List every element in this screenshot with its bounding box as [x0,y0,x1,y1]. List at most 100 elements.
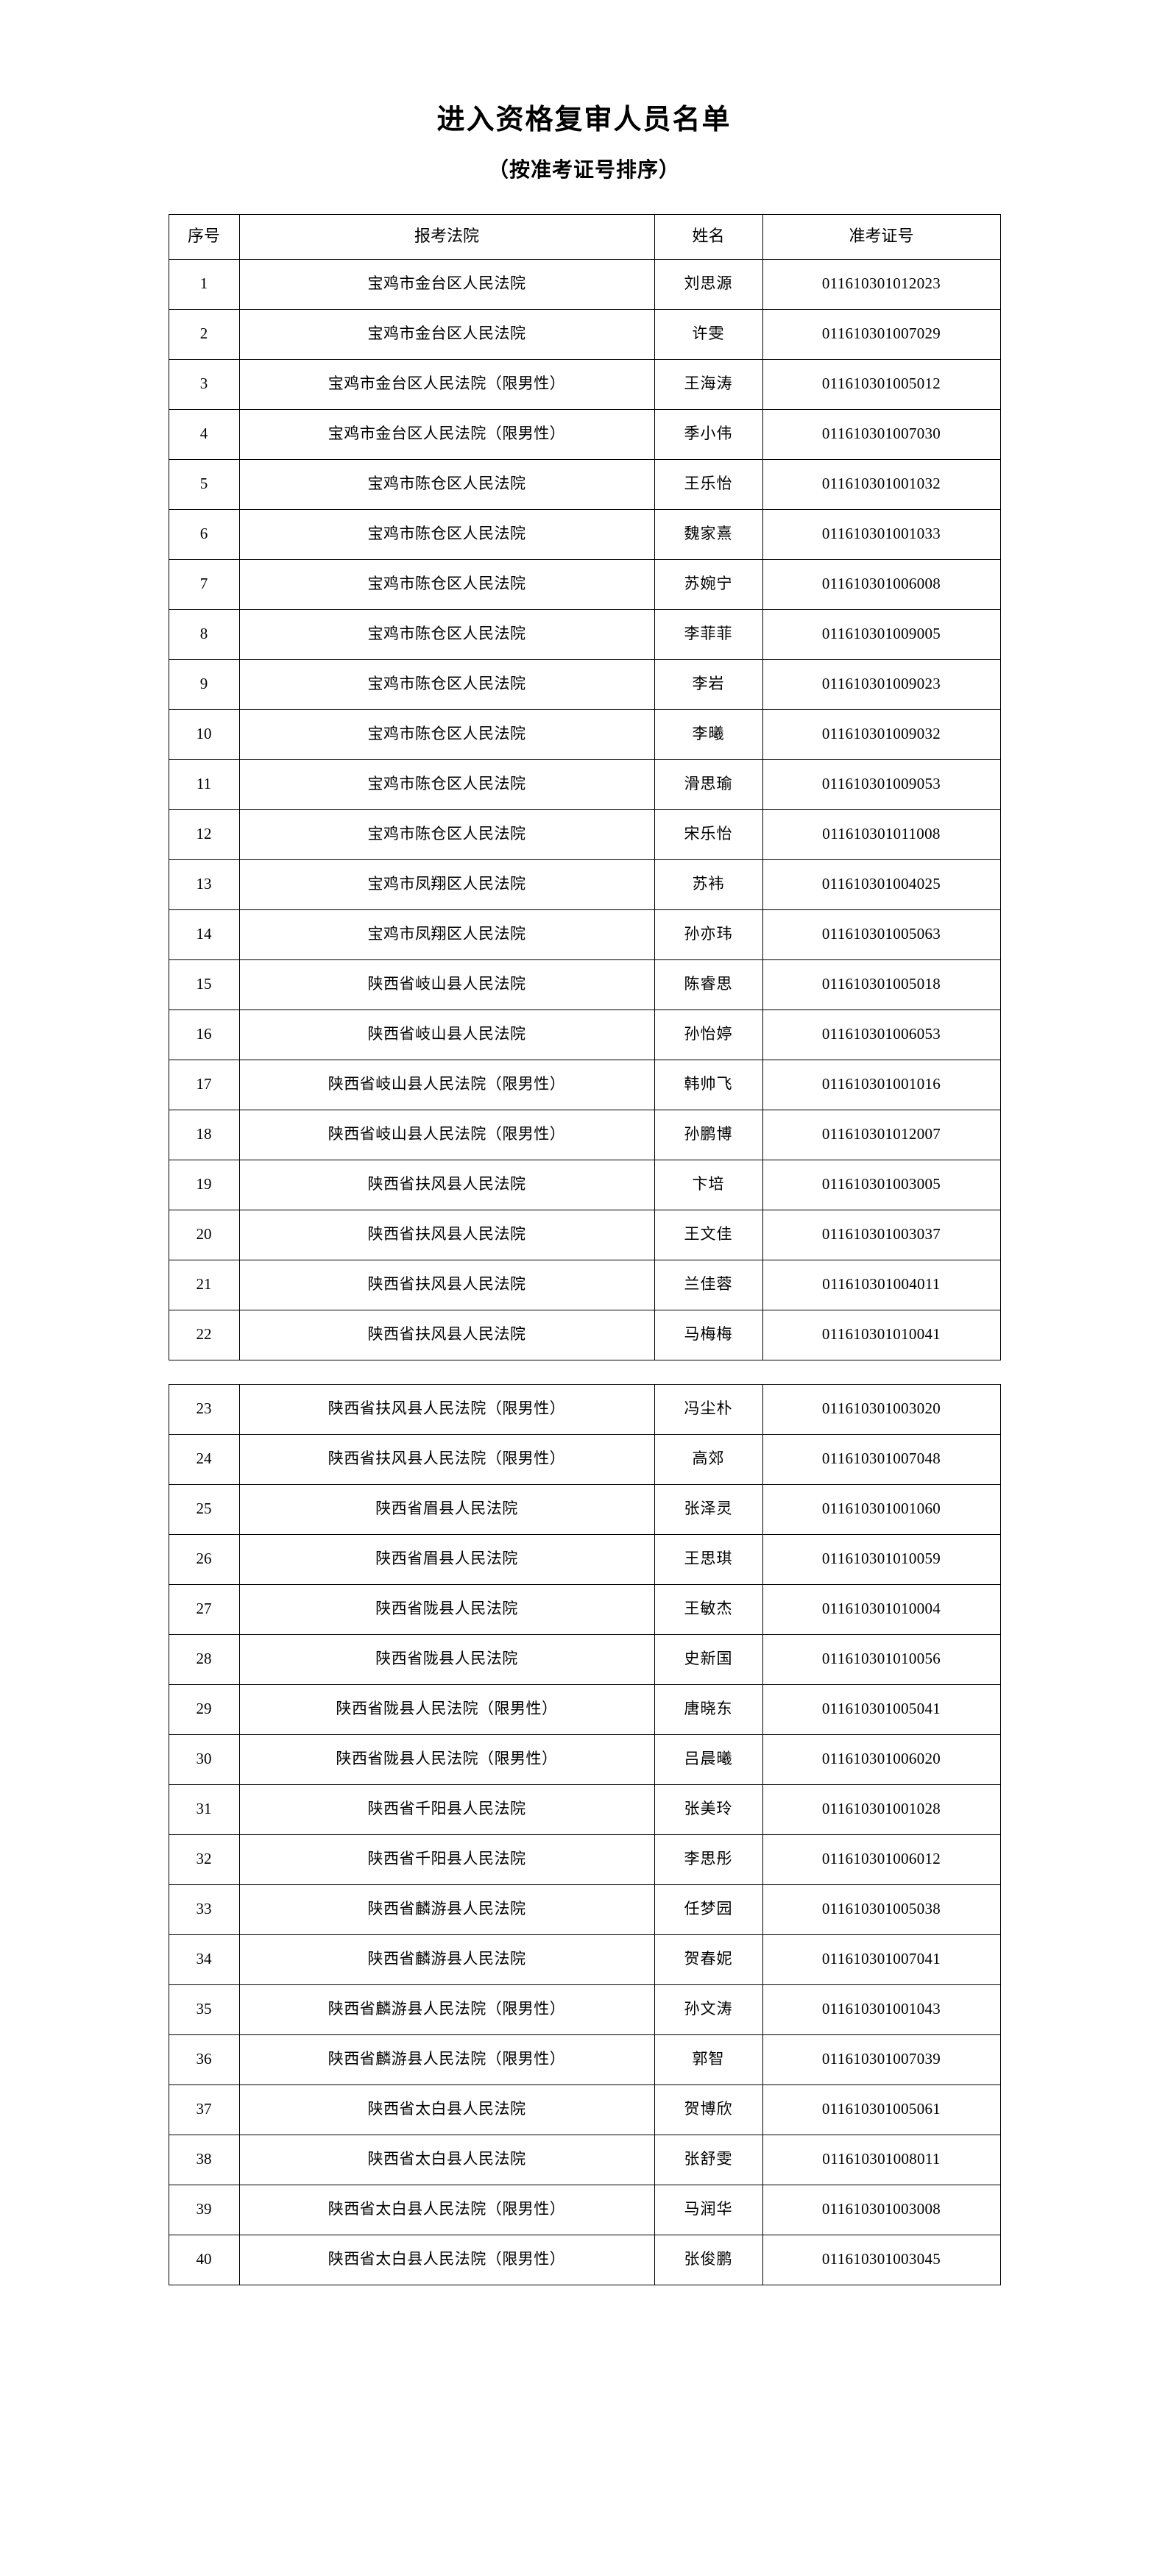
cell-name: 李岩 [654,659,763,710]
cell-name: 李曦 [654,709,763,760]
cell-ticket: 011610301004025 [762,859,1001,910]
table-row: 16 陕西省岐山县人民法院 孙怡婷 011610301006053 [168,1009,1001,1060]
cell-index: 36 [168,2034,240,2085]
table-row: 31 陕西省千阳县人民法院 张美玲 011610301001028 [168,1784,1001,1835]
cell-court: 宝鸡市陈仓区人民法院 [238,809,655,860]
cell-index: 10 [168,709,240,760]
table-row: 23 陕西省扶风县人民法院（限男性） 冯尘朴 011610301003020 [168,1383,1001,1435]
cell-court: 陕西省扶风县人民法院（限男性） [238,1433,655,1485]
cell-ticket: 011610301009005 [762,608,1001,660]
cell-ticket: 011610301005063 [762,909,1001,960]
cell-court: 陕西省太白县人民法院 [238,2084,655,2135]
table-row: 1 宝鸡市金台区人民法院 刘思源 011610301012023 [168,258,1001,310]
cell-court: 陕西省太白县人民法院（限男性） [238,2234,655,2285]
cell-ticket: 011610301007030 [762,408,1001,460]
cell-name: 高郊 [654,1433,763,1485]
table-row: 34 陕西省麟游县人民法院 贺春妮 011610301007041 [168,1934,1001,1985]
cell-court: 陕西省扶风县人民法院 [238,1309,655,1360]
cell-ticket: 011610301009023 [762,659,1001,710]
cell-ticket: 011610301001033 [762,508,1001,560]
cell-index: 14 [168,909,240,960]
cell-court: 陕西省麟游县人民法院（限男性） [238,1984,655,2035]
cell-index: 9 [168,659,240,710]
cell-ticket: 011610301006053 [762,1009,1001,1060]
cell-ticket: 011610301003020 [762,1383,1001,1435]
cell-court: 宝鸡市陈仓区人民法院 [238,458,655,510]
cell-index: 4 [168,408,240,460]
cell-index: 32 [168,1834,240,1885]
cell-court: 陕西省扶风县人民法院 [238,1159,655,1210]
cell-name: 孙怡婷 [654,1009,763,1060]
cell-index: 35 [168,1984,240,2035]
table-row: 6 宝鸡市陈仓区人民法院 魏家熹 011610301001033 [168,508,1001,560]
cell-index: 23 [168,1383,240,1435]
cell-court: 宝鸡市陈仓区人民法院 [238,508,655,560]
cell-index: 34 [168,1934,240,1985]
table-row: 13 宝鸡市凤翔区人民法院 苏袆 011610301004025 [168,859,1001,910]
cell-court: 陕西省千阳县人民法院 [238,1834,655,1885]
cell-ticket: 011610301001043 [762,1984,1001,2035]
cell-index: 1 [168,258,240,310]
table-row: 29 陕西省陇县人民法院（限男性） 唐晓东 011610301005041 [168,1683,1001,1735]
cell-court: 宝鸡市凤翔区人民法院 [238,909,655,960]
cell-name: 马润华 [654,2184,763,2235]
table-row: 40 陕西省太白县人民法院（限男性） 张俊鹏 011610301003045 [168,2234,1001,2285]
cell-court: 陕西省太白县人民法院 [238,2134,655,2185]
cell-index: 13 [168,859,240,910]
table-row: 22 陕西省扶风县人民法院 马梅梅 011610301010041 [168,1309,1001,1360]
table-row: 36 陕西省麟游县人民法院（限男性） 郭智 011610301007039 [168,2034,1001,2085]
table-row: 39 陕西省太白县人民法院（限男性） 马润华 011610301003008 [168,2184,1001,2235]
cell-court: 宝鸡市陈仓区人民法院 [238,608,655,660]
table-row: 17 陕西省岐山县人民法院（限男性） 韩帅飞 011610301001016 [168,1059,1001,1110]
cell-index: 28 [168,1633,240,1685]
cell-court: 陕西省陇县人民法院 [238,1633,655,1685]
cell-court: 宝鸡市陈仓区人民法院 [238,659,655,710]
cell-name: 李思彤 [654,1834,763,1885]
cell-index: 24 [168,1433,240,1485]
table-row: 30 陕西省陇县人民法院（限男性） 吕晨曦 011610301006020 [168,1734,1001,1785]
cell-index: 19 [168,1159,240,1210]
cell-index: 39 [168,2184,240,2235]
cell-name: 孙文涛 [654,1984,763,2035]
cell-name: 季小伟 [654,408,763,460]
cell-name: 孙鹏博 [654,1109,763,1160]
cell-index: 22 [168,1309,240,1360]
cell-ticket: 011610301004011 [762,1259,1001,1310]
cell-index: 11 [168,759,240,810]
cell-name: 许雯 [654,308,763,360]
cell-name: 王敏杰 [654,1583,763,1635]
cell-ticket: 011610301006008 [762,558,1001,610]
cell-index: 5 [168,458,240,510]
cell-index: 2 [168,308,240,360]
cell-index: 16 [168,1009,240,1060]
cell-court: 陕西省麟游县人民法院 [238,1934,655,1985]
cell-index: 15 [168,959,240,1010]
page-subtitle: （按准考证号排序） [487,158,680,182]
cell-name: 兰佳蓉 [654,1259,763,1310]
table-row: 2 宝鸡市金台区人民法院 许雯 011610301007029 [168,308,1001,360]
cell-name: 张美玲 [654,1784,763,1835]
cell-name: 唐晓东 [654,1683,763,1735]
cell-index: 29 [168,1683,240,1735]
cell-court: 陕西省千阳县人民法院 [238,1784,655,1835]
cell-court: 宝鸡市凤翔区人民法院 [238,859,655,910]
cell-name: 王文佳 [654,1209,763,1260]
cell-court: 陕西省太白县人民法院（限男性） [238,2184,655,2235]
column-header-index: 序号 [168,213,240,260]
cell-name: 卞培 [654,1159,763,1210]
cell-ticket: 011610301009032 [762,709,1001,760]
cell-ticket: 011610301012007 [762,1109,1001,1160]
cell-ticket: 011610301008011 [762,2134,1001,2185]
cell-name: 史新国 [654,1633,763,1685]
page-break-gap [169,1360,1000,1384]
cell-name: 任梦园 [654,1884,763,1935]
cell-name: 魏家熹 [654,508,763,560]
table-body-part-1: 1 宝鸡市金台区人民法院 刘思源 011610301012023 2 宝鸡市金台区人民法院… [168,258,1001,1360]
cell-name: 吕晨曦 [654,1734,763,1785]
cell-index: 25 [168,1483,240,1535]
cell-name: 苏婉宁 [654,558,763,610]
column-header-name: 姓名 [654,213,763,260]
table-row: 37 陕西省太白县人民法院 贺博欣 011610301005061 [168,2084,1001,2135]
cell-court: 陕西省岐山县人民法院 [238,1009,655,1060]
